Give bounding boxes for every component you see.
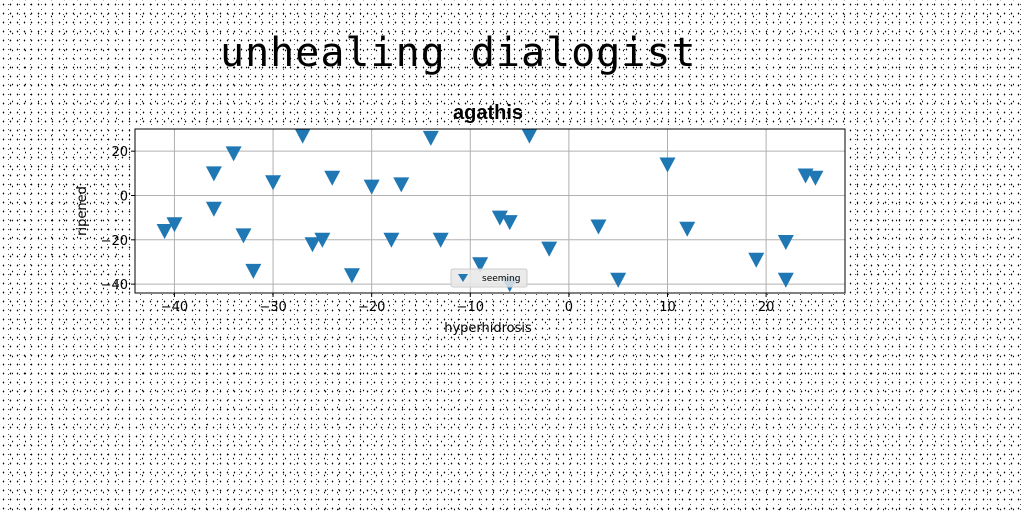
data-point <box>166 217 183 233</box>
plot-area <box>135 129 845 293</box>
data-point <box>304 237 321 253</box>
data-point <box>521 128 538 144</box>
data-point <box>432 232 449 248</box>
legend: seeming <box>450 268 528 288</box>
data-point <box>659 157 676 173</box>
data-point <box>422 130 439 146</box>
y-axis-label: ripened <box>75 186 90 236</box>
data-point <box>205 201 222 217</box>
x-tick-label: −20 <box>358 300 385 315</box>
data-point <box>265 175 282 191</box>
data-point <box>343 268 360 284</box>
data-point <box>610 272 627 288</box>
data-point <box>314 232 331 248</box>
x-tick-label: 0 <box>565 300 573 315</box>
y-tick-label: −20 <box>101 234 128 249</box>
data-point <box>679 221 696 237</box>
data-point <box>472 257 489 273</box>
figure-suptitle: unhealing dialogist <box>220 30 697 76</box>
data-point <box>491 210 508 226</box>
x-tick-label: −10 <box>457 300 484 315</box>
x-axis-ticks: −40 −30 −20 −10 0 10 20 <box>161 293 775 315</box>
data-point <box>748 252 765 268</box>
data-point <box>205 166 222 182</box>
x-axis-label: hyperhidrosis <box>444 321 532 336</box>
x-tick-label: 10 <box>659 300 676 315</box>
x-tick-label: 20 <box>758 300 775 315</box>
data-point <box>541 241 558 257</box>
legend-box <box>450 268 528 288</box>
grid-lines <box>135 129 845 293</box>
x-tick-label: −30 <box>259 300 286 315</box>
data-point <box>501 215 518 231</box>
data-point <box>590 219 607 235</box>
data-point <box>294 128 311 144</box>
data-points <box>156 128 824 293</box>
x-tick-label: −40 <box>161 300 188 315</box>
y-axis-ticks: −40 −20 0 20 <box>101 145 135 293</box>
y-tick-label: 20 <box>111 145 128 160</box>
data-point <box>225 146 242 162</box>
data-point <box>777 235 794 251</box>
data-point <box>235 228 252 244</box>
chart-title: agathis <box>453 102 523 124</box>
data-point <box>807 170 824 186</box>
data-point <box>393 177 410 193</box>
data-point <box>777 272 794 288</box>
data-point <box>245 263 262 279</box>
data-point <box>324 170 341 186</box>
y-tick-label: 0 <box>120 189 128 204</box>
data-point <box>156 223 173 239</box>
legend-marker <box>458 274 468 282</box>
plot-frame <box>134 128 846 294</box>
y-tick-label: −40 <box>101 278 128 293</box>
data-point <box>383 232 400 248</box>
legend-label: seeming <box>482 274 520 284</box>
data-point <box>363 179 380 195</box>
